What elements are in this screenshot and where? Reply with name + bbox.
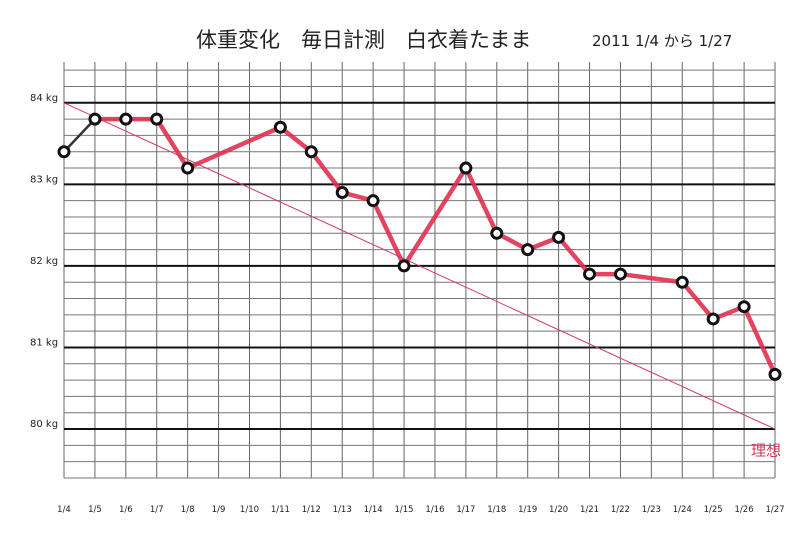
series-segment <box>401 165 469 269</box>
annotations: 理想 <box>751 441 781 459</box>
series-segment <box>278 125 314 154</box>
data-point <box>459 161 473 175</box>
data-point <box>768 367 782 381</box>
series-segment <box>463 165 500 236</box>
data-point <box>521 243 535 257</box>
x-tick-label: 1/5 <box>88 505 102 515</box>
x-tick-label: 1/22 <box>611 505 630 515</box>
y-tick-label: 83 kg <box>30 174 58 185</box>
series-segment <box>62 117 97 153</box>
x-tick-label: 1/17 <box>456 505 475 515</box>
x-tick-label: 1/4 <box>57 505 71 515</box>
x-tick-label: 1/20 <box>549 505 568 515</box>
data-point <box>552 230 566 244</box>
series-segment <box>370 198 407 269</box>
x-tick-label: 1/13 <box>333 505 352 515</box>
y-tick-label: 81 kg <box>30 337 58 348</box>
data-point <box>273 120 287 134</box>
series-segment <box>185 125 283 171</box>
x-tick-label: 1/6 <box>119 505 133 515</box>
data-point <box>706 312 720 326</box>
series-segment <box>154 116 190 171</box>
x-tick-label: 1/9 <box>212 505 226 515</box>
chart-subtitle: 2011 1/4 から 1/27 <box>592 32 733 50</box>
x-tick-label: 1/25 <box>704 505 723 515</box>
data-point <box>397 259 411 273</box>
data-point <box>304 145 318 159</box>
x-tick-label: 1/8 <box>181 505 195 515</box>
data-point <box>57 145 71 159</box>
series-segment <box>556 235 592 277</box>
data-point <box>490 226 504 240</box>
data-series <box>57 102 782 430</box>
data-point <box>583 267 597 281</box>
x-tick-label: 1/7 <box>150 505 164 515</box>
data-point <box>335 186 349 200</box>
data-point <box>88 112 102 126</box>
y-tick-label: 84 kg <box>30 93 58 104</box>
x-tick-label: 1/21 <box>580 505 599 515</box>
x-tick-label: 1/27 <box>765 505 784 515</box>
x-tick-label: 1/18 <box>487 505 506 515</box>
x-tick-label: 1/11 <box>271 505 290 515</box>
series-segment <box>618 271 685 285</box>
x-tick-label: 1/16 <box>425 505 444 515</box>
x-tick-label: 1/19 <box>518 505 537 515</box>
x-tick-label: 1/24 <box>673 505 692 515</box>
x-tick-label: 1/14 <box>364 505 383 515</box>
data-point <box>737 300 751 314</box>
grid-lines <box>63 62 776 479</box>
data-point <box>613 267 627 281</box>
series-segment <box>309 149 345 195</box>
chart-title: 体重変化 毎日計測 白衣着たまま <box>196 28 532 52</box>
data-point <box>150 112 164 126</box>
y-tick-label: 80 kg <box>30 419 58 430</box>
x-tick-label: 1/10 <box>240 505 259 515</box>
data-point <box>119 112 133 126</box>
x-tick-label: 1/26 <box>735 505 754 515</box>
series-segment <box>741 304 778 377</box>
axis-ticks: 84 kg 83 kg 82 kg 81 kg 80 kg 1/4 1/5 1/6 1/7 1/8… <box>30 93 785 515</box>
data-point <box>366 194 380 208</box>
y-tick-label: 82 kg <box>30 256 58 267</box>
x-tick-label: 1/15 <box>394 505 413 515</box>
x-tick-label: 1/12 <box>302 505 321 515</box>
data-point <box>675 275 689 289</box>
data-point <box>181 161 195 175</box>
x-tick-label: 1/23 <box>642 505 661 515</box>
annotation-label: 理想 <box>751 441 781 459</box>
series-segment <box>680 279 716 322</box>
